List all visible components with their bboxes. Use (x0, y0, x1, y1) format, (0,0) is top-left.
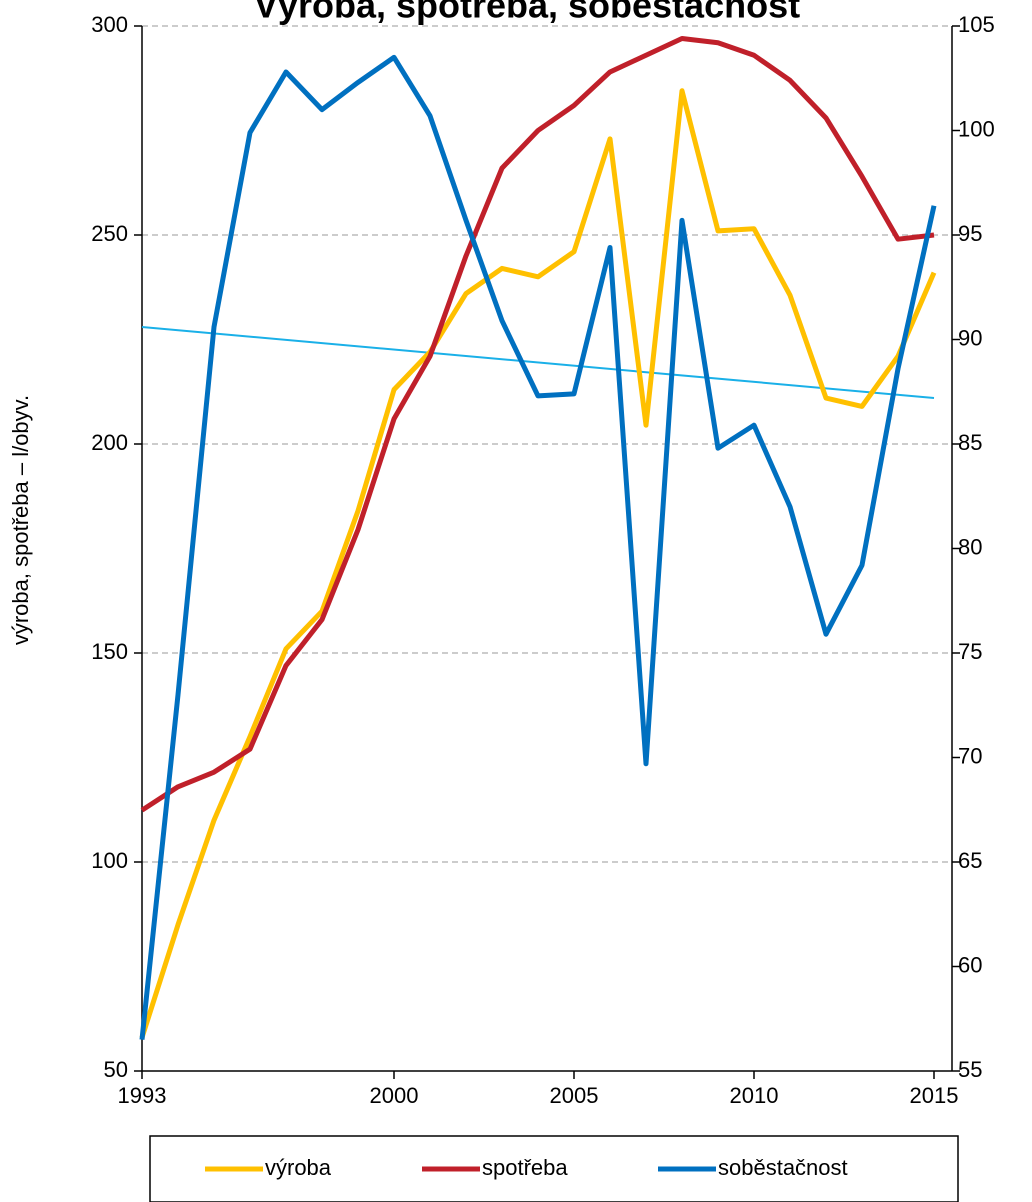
y-tick-label: 200 (91, 430, 128, 455)
y2-tick-label: 60 (958, 952, 982, 977)
legend-box (149, 1135, 959, 1202)
x-tick-label: 2005 (550, 1083, 599, 1108)
y2-tick-label: 75 (958, 639, 982, 664)
y-tick-label: 300 (91, 12, 128, 37)
x-tick-label: 1993 (118, 1083, 167, 1108)
y-tick-label: 150 (91, 639, 128, 664)
y2-tick-label: 90 (958, 325, 982, 350)
y2-tick-label: 105 (958, 12, 995, 37)
y2-tick-label: 95 (958, 221, 982, 246)
y2-tick-label: 65 (958, 848, 982, 873)
legend-label: výroba (265, 1155, 332, 1180)
x-tick-label: 2000 (370, 1083, 419, 1108)
x-tick-label: 2015 (910, 1083, 959, 1108)
y2-tick-label: 70 (958, 743, 982, 768)
y2-tick-label: 80 (958, 534, 982, 559)
x-tick-label: 2010 (730, 1083, 779, 1108)
y-tick-label: 50 (104, 1057, 128, 1082)
y2-tick-label: 100 (958, 116, 995, 141)
y-tick-label: 250 (91, 221, 128, 246)
y2-tick-label: 55 (958, 1057, 982, 1082)
trendline (141, 325, 935, 400)
y2-tick-label: 85 (958, 430, 982, 455)
legend-label: spotřeba (482, 1155, 568, 1180)
series-line (140, 36, 935, 813)
series-line (139, 54, 937, 1040)
legend-label: soběstačnost (718, 1155, 848, 1180)
series-line (139, 88, 937, 1039)
y-axis-label: výroba, spotřeba – l/obyv. (8, 395, 33, 645)
chart-title: Výroba, spotřeba, soběstačnost (254, 0, 800, 26)
y-tick-label: 100 (91, 848, 128, 873)
